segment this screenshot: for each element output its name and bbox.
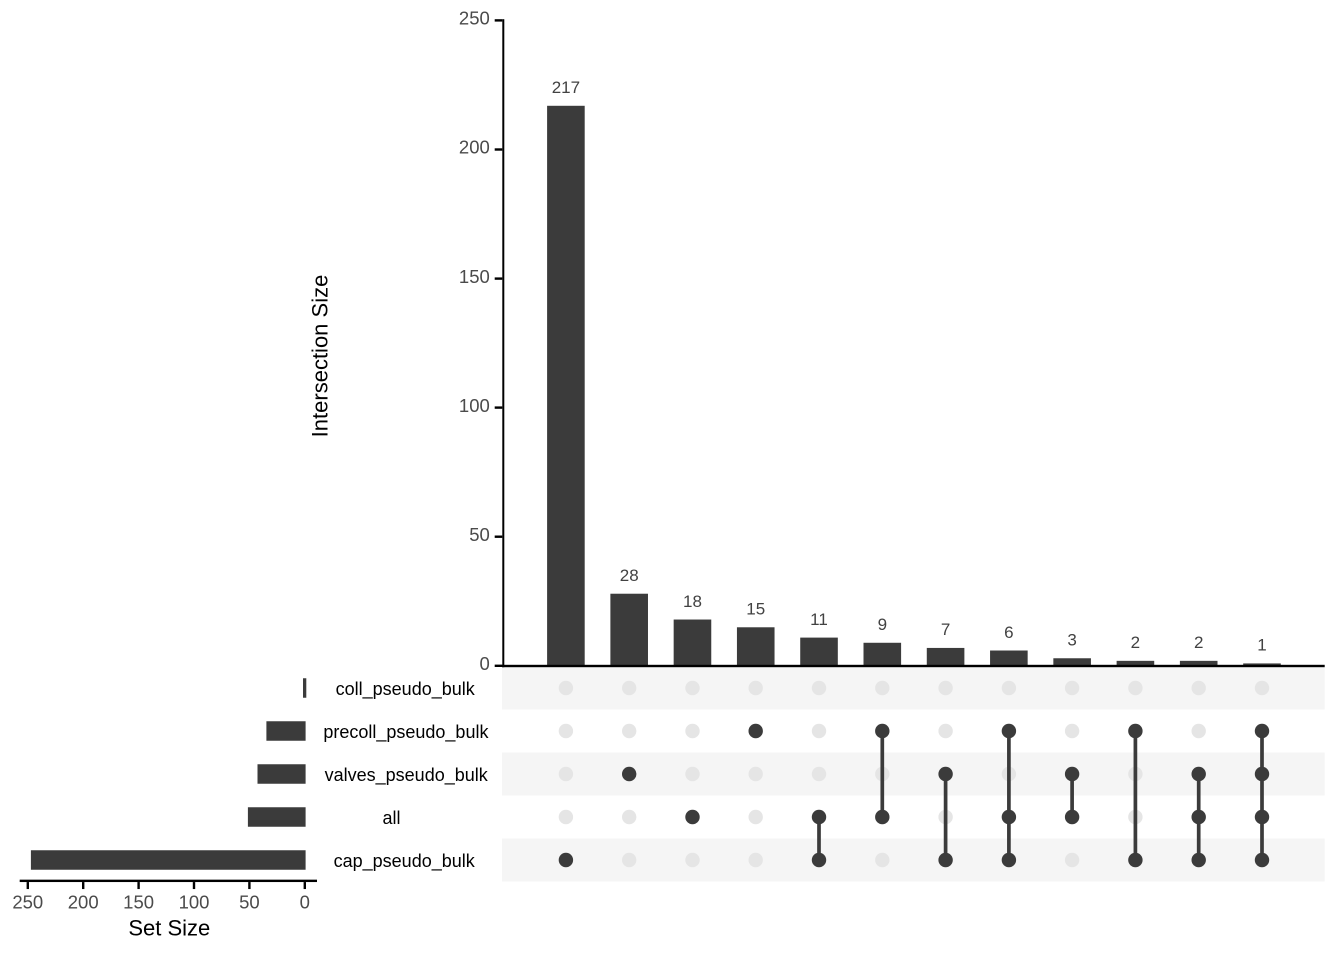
svg-text:200: 200 (459, 137, 490, 158)
svg-text:150: 150 (459, 266, 490, 287)
svg-text:18: 18 (683, 592, 702, 611)
svg-text:11: 11 (810, 610, 828, 629)
svg-text:valves_pseudo_bulk: valves_pseudo_bulk (325, 765, 489, 786)
svg-text:2: 2 (1131, 633, 1140, 652)
svg-text:100: 100 (459, 395, 490, 416)
svg-text:50: 50 (469, 524, 490, 545)
svg-text:Set Size: Set Size (128, 915, 210, 940)
svg-text:7: 7 (941, 620, 950, 639)
svg-text:150: 150 (123, 892, 154, 913)
svg-text:0: 0 (480, 653, 490, 674)
svg-text:1: 1 (1257, 636, 1266, 655)
svg-text:Intersection Size: Intersection Size (308, 275, 333, 438)
svg-text:all: all (382, 808, 400, 828)
svg-text:0: 0 (300, 892, 310, 913)
svg-text:6: 6 (1004, 623, 1013, 642)
svg-text:100: 100 (179, 892, 210, 913)
svg-text:217: 217 (552, 78, 580, 97)
svg-text:3: 3 (1067, 631, 1076, 650)
svg-text:precoll_pseudo_bulk: precoll_pseudo_bulk (323, 722, 489, 743)
svg-text:cap_pseudo_bulk: cap_pseudo_bulk (334, 851, 476, 872)
svg-text:250: 250 (12, 892, 43, 913)
svg-text:9: 9 (878, 615, 887, 634)
svg-text:2: 2 (1194, 633, 1203, 652)
svg-text:28: 28 (620, 566, 639, 585)
svg-text:50: 50 (239, 892, 260, 913)
svg-text:200: 200 (68, 892, 99, 913)
svg-text:15: 15 (746, 600, 765, 619)
svg-text:250: 250 (459, 8, 490, 29)
svg-text:coll_pseudo_bulk: coll_pseudo_bulk (336, 679, 476, 700)
